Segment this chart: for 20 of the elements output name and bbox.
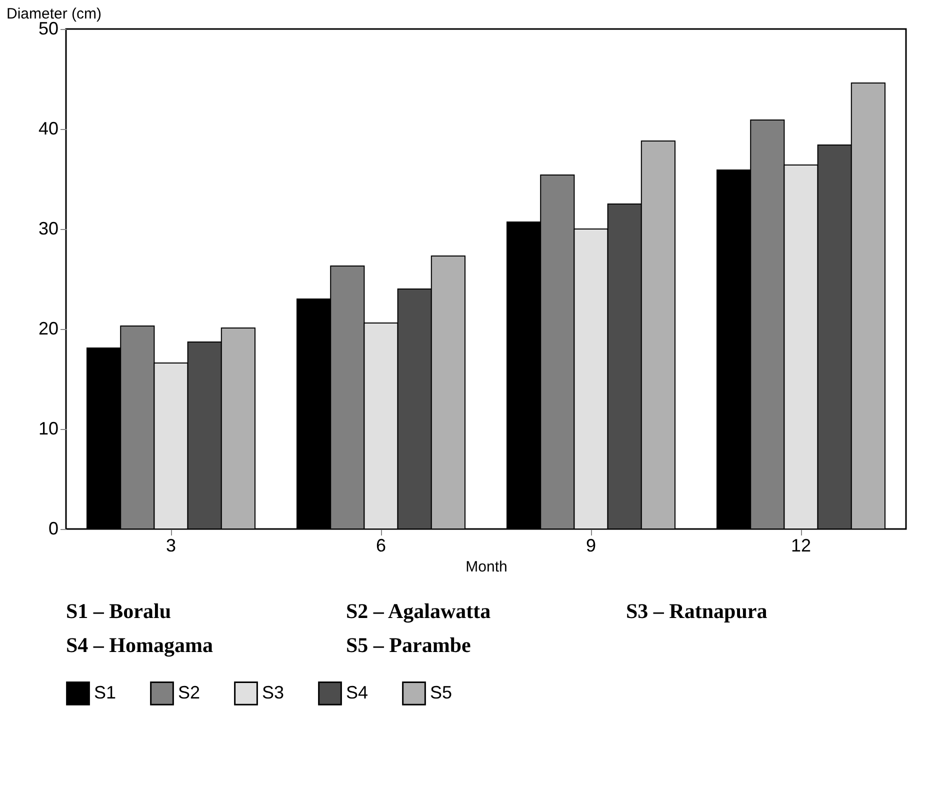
y-tick-label: 0 xyxy=(48,518,58,538)
y-tick-label: 20 xyxy=(38,318,58,338)
text: S2 – Agalawatta xyxy=(346,599,492,623)
text: S3 – Ratnapura xyxy=(626,599,768,623)
legend-label: S5 xyxy=(430,682,452,702)
y-tick-label: 30 xyxy=(38,218,58,238)
legend-label: S4 xyxy=(346,682,368,702)
x-axis-title: Month xyxy=(466,558,508,576)
legend-label: S2 xyxy=(178,682,200,702)
text: S5 – Parambe xyxy=(346,633,471,657)
y-tick-label: 10 xyxy=(38,418,58,438)
text: S4 – Homagama xyxy=(66,633,214,657)
x-tick-label: 9 xyxy=(586,536,596,556)
y-tick-label: 40 xyxy=(38,118,58,138)
text: S1 – Boralu xyxy=(66,599,172,623)
x-tick-label: 12 xyxy=(790,536,812,556)
x-tick-label: 6 xyxy=(376,536,386,556)
legend-label: S1 xyxy=(94,682,116,702)
legend-label: S3 xyxy=(262,682,284,702)
x-tick-label: 3 xyxy=(166,536,176,556)
